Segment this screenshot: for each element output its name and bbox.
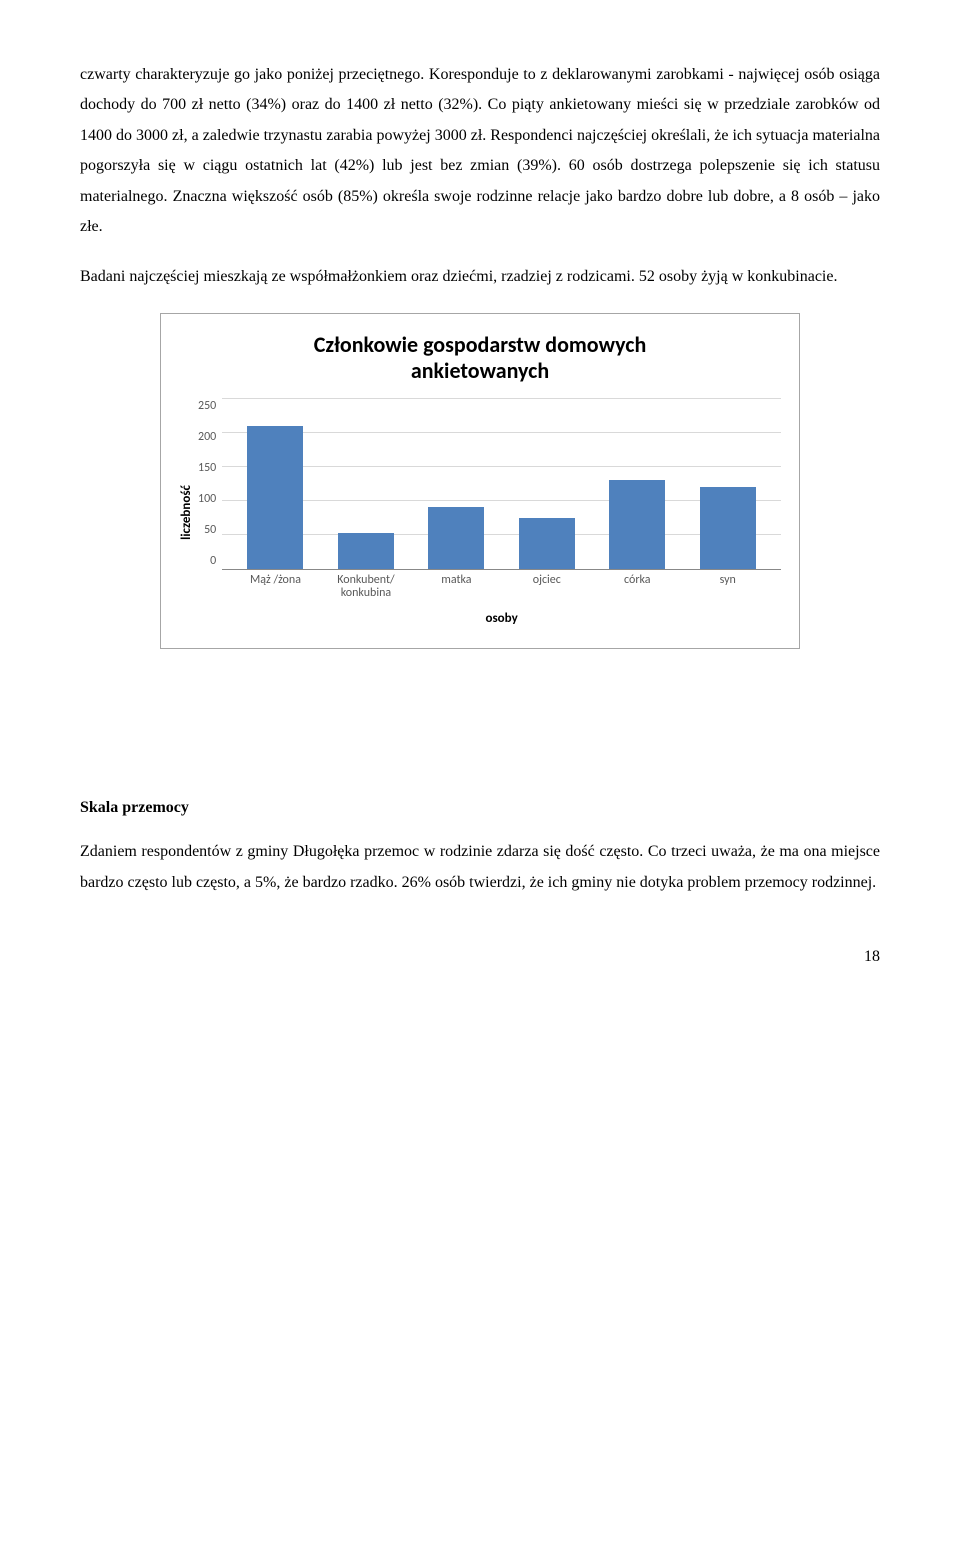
chart-x-tick: syn: [692, 574, 764, 602]
body-paragraph-3: Zdaniem respondentów z gminy Długołęka p…: [80, 837, 880, 898]
chart-x-tick: Mąż /żona: [239, 574, 311, 602]
chart-container: Członkowie gospodarstw domowych ankietow…: [160, 313, 800, 649]
chart-body: liczebność 250 200 150 100 50 0 Mąż /żona Konk…: [179, 399, 781, 627]
chart-gridline: [222, 398, 781, 399]
chart-y-tick: 50: [198, 523, 216, 537]
chart-x-tick: matka: [420, 574, 492, 602]
chart-bar: [428, 507, 484, 568]
section-heading-skala-przemocy: Skala przemocy: [80, 799, 880, 817]
spacer: [80, 679, 880, 779]
chart-title-line1: Członkowie gospodarstw domowych: [314, 331, 647, 358]
chart-x-tick: córka: [601, 574, 673, 602]
body-paragraph-2: Badani najczęściej mieszkają ze współmał…: [80, 262, 880, 292]
body-paragraph-1: czwarty charakteryzuje go jako poniżej p…: [80, 60, 880, 242]
chart-bar: [609, 480, 665, 568]
chart-plot-area: [222, 399, 781, 570]
chart-y-tick: 150: [198, 461, 216, 475]
chart-gridline: [222, 500, 781, 501]
chart-gridline: [222, 466, 781, 467]
chart-x-tick: ojciec: [511, 574, 583, 602]
chart-bar: [519, 518, 575, 569]
chart-title-line2: ankietowanych: [411, 357, 549, 384]
chart-y-tick: 0: [198, 554, 216, 568]
chart-gridline: [222, 534, 781, 535]
chart-plot: Mąż /żona Konkubent/konkubina matka ojciecc…: [222, 399, 781, 627]
chart-x-tick: Konkubent/konkubina: [330, 574, 402, 602]
chart-title: Członkowie gospodarstw domowych ankietow…: [179, 332, 781, 385]
chart-y-tick: 200: [198, 430, 216, 444]
chart-x-axis-label: osoby: [222, 611, 781, 626]
chart-y-tick: 100: [198, 492, 216, 506]
chart-gridline: [222, 432, 781, 433]
chart-y-axis-label: liczebność: [179, 485, 194, 540]
page-number: 18: [80, 948, 880, 966]
chart-y-tick: 250: [198, 399, 216, 413]
chart-bar: [700, 487, 756, 569]
chart-x-ticks: Mąż /żona Konkubent/konkubina matka ojciecc…: [222, 570, 781, 602]
chart-bar: [338, 533, 394, 568]
chart-y-ticks: 250 200 150 100 50 0: [198, 399, 222, 569]
chart-bar: [247, 426, 303, 569]
